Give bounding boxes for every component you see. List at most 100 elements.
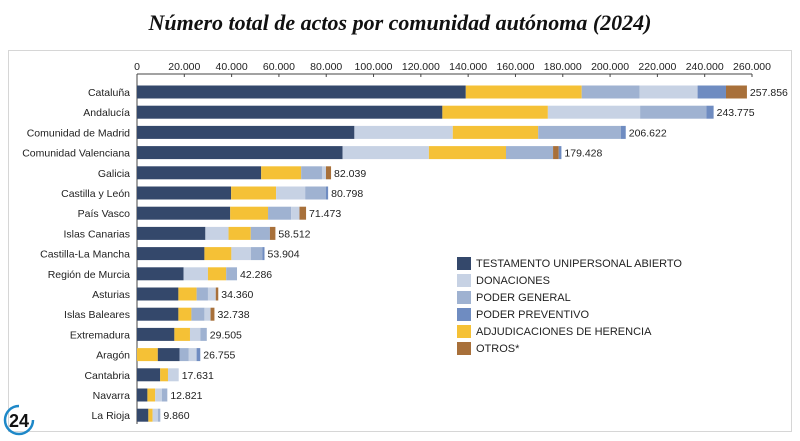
bar-segment-pp: [196, 348, 201, 362]
x-tick-label: 40.000: [216, 61, 248, 73]
bar-segment-tua: [137, 287, 179, 301]
bar-segment-pg: [506, 146, 554, 160]
total-label: 29.505: [210, 329, 242, 341]
bar-segment-pp: [325, 186, 329, 200]
bar-group: Aragón 26.755: [96, 348, 236, 362]
bar-segment-tua: [137, 186, 232, 200]
bar-segment-pg: [268, 206, 292, 220]
bar-group: Castilla y León 80.798: [61, 186, 363, 200]
bar-group: Islas Baleares 32.738: [64, 307, 250, 321]
bar-group: La Rioja 9.860: [91, 408, 190, 422]
bar-segment-tua: [137, 327, 175, 341]
bar-segment-tua: [137, 85, 466, 99]
bar-segment-pp: [262, 247, 265, 261]
bar-segment-pg: [226, 267, 238, 281]
bar-segment-tua: [137, 166, 262, 180]
bar-segment-don: [183, 267, 208, 281]
bar-segment-tua: [137, 226, 206, 240]
bar-segment-tua: [157, 348, 180, 362]
category-label: Castilla y León: [61, 188, 130, 200]
legend-label: ADJUDICACIONES DE HERENCIA: [476, 325, 652, 338]
category-label: Comunidad Valenciana: [22, 148, 130, 160]
legend-label: OTROS*: [476, 342, 520, 355]
bar-segment-pp: [697, 85, 726, 99]
bar-segment-adj: [174, 327, 190, 341]
bar-group: Asturias 34.360: [92, 287, 254, 301]
bar-segment-pg: [538, 125, 621, 139]
total-label: 257.856: [750, 87, 788, 99]
category-label: Extremadura: [70, 329, 130, 341]
legend-item: PODER PREVENTIVO: [457, 306, 682, 323]
category-label: Región de Murcia: [48, 269, 130, 281]
bar-segment-don: [155, 388, 162, 402]
bar-segment-tua: [137, 388, 148, 402]
bar-segment-otr: [215, 287, 219, 301]
bar-segment-pg: [191, 307, 205, 321]
category-label: Comunidad de Madrid: [27, 127, 130, 139]
bar-segment-otr: [553, 146, 559, 160]
category-label: Aragón: [96, 350, 130, 362]
bar-segment-pg: [161, 388, 168, 402]
total-label: 12.821: [170, 390, 202, 402]
bar-segment-don: [207, 287, 216, 301]
total-label: 80.798: [331, 188, 363, 200]
bar-segment-don: [204, 307, 211, 321]
bar-segment-tua: [137, 247, 205, 261]
x-tick-label: 80.000: [310, 61, 342, 73]
bar-group: Navarra 12.821: [93, 388, 203, 402]
chart-title: Número total de actos por comunidad autó…: [148, 10, 652, 35]
bar-segment-adj: [148, 408, 153, 422]
bar-segment-pp: [620, 125, 626, 139]
total-label: 206.622: [629, 127, 667, 139]
bar-segment-don: [639, 85, 698, 99]
chart-frame: [8, 50, 792, 432]
legend-label: PODER PREVENTIVO: [476, 308, 590, 321]
bar-segment-don: [231, 247, 252, 261]
legend-label: TESTAMENTO UNIPERSONAL ABIERTO: [476, 257, 682, 270]
total-label: 32.738: [217, 309, 249, 321]
bar-segment-pg: [157, 408, 161, 422]
bar-segment-don: [547, 105, 641, 119]
category-label: Cantabria: [84, 370, 130, 382]
legend-item: PODER GENERAL: [457, 289, 682, 306]
x-tick-label: 200.000: [591, 61, 629, 73]
bar-segment-adj: [230, 206, 269, 220]
bar-segment-don: [152, 408, 158, 422]
bar-group: Cataluña 257.856: [88, 85, 788, 99]
bar-segment-pg: [305, 186, 326, 200]
total-label: 17.631: [182, 370, 214, 382]
category-label: Galicia: [98, 168, 130, 180]
category-label: Islas Baleares: [64, 309, 130, 321]
bar-segment-adj: [452, 125, 539, 139]
category-label: Navarra: [93, 390, 131, 402]
bar-segment-tua: [137, 125, 355, 139]
legend-item: ADJUDICACIONES DE HERENCIA: [457, 323, 682, 340]
legend-label: PODER GENERAL: [476, 291, 571, 304]
x-tick-label: 240.000: [686, 61, 724, 73]
x-tick-label: 100.000: [355, 61, 393, 73]
bar-segment-otr: [269, 226, 276, 240]
total-label: 26.755: [203, 350, 235, 362]
bar-segment-don: [205, 226, 229, 240]
bar-segment-don: [167, 368, 179, 382]
bar-segment-pp: [558, 146, 562, 160]
bar-segment-adj: [428, 146, 506, 160]
bar-segment-pg: [581, 85, 640, 99]
x-tick-label: 120.000: [402, 61, 440, 73]
category-label: Asturias: [92, 289, 130, 301]
legend-swatch: [457, 308, 471, 321]
bar-segment-pg: [179, 348, 189, 362]
bar-segment-tua: [137, 368, 161, 382]
bar-segment-tua: [137, 206, 231, 220]
legend-swatch: [457, 291, 471, 304]
bar-segment-adj: [228, 226, 251, 240]
bar-segment-tua: [137, 146, 343, 160]
category-label: País Vasco: [78, 208, 130, 220]
bar-segment-don: [342, 146, 429, 160]
x-tick-label: 260.000: [733, 61, 771, 73]
bar-group: Comunidad Valenciana 179.428: [22, 146, 603, 160]
total-label: 82.039: [334, 168, 366, 180]
bar-segment-adj: [261, 166, 302, 180]
legend: TESTAMENTO UNIPERSONAL ABIERTO DONACIONES…: [457, 255, 682, 357]
